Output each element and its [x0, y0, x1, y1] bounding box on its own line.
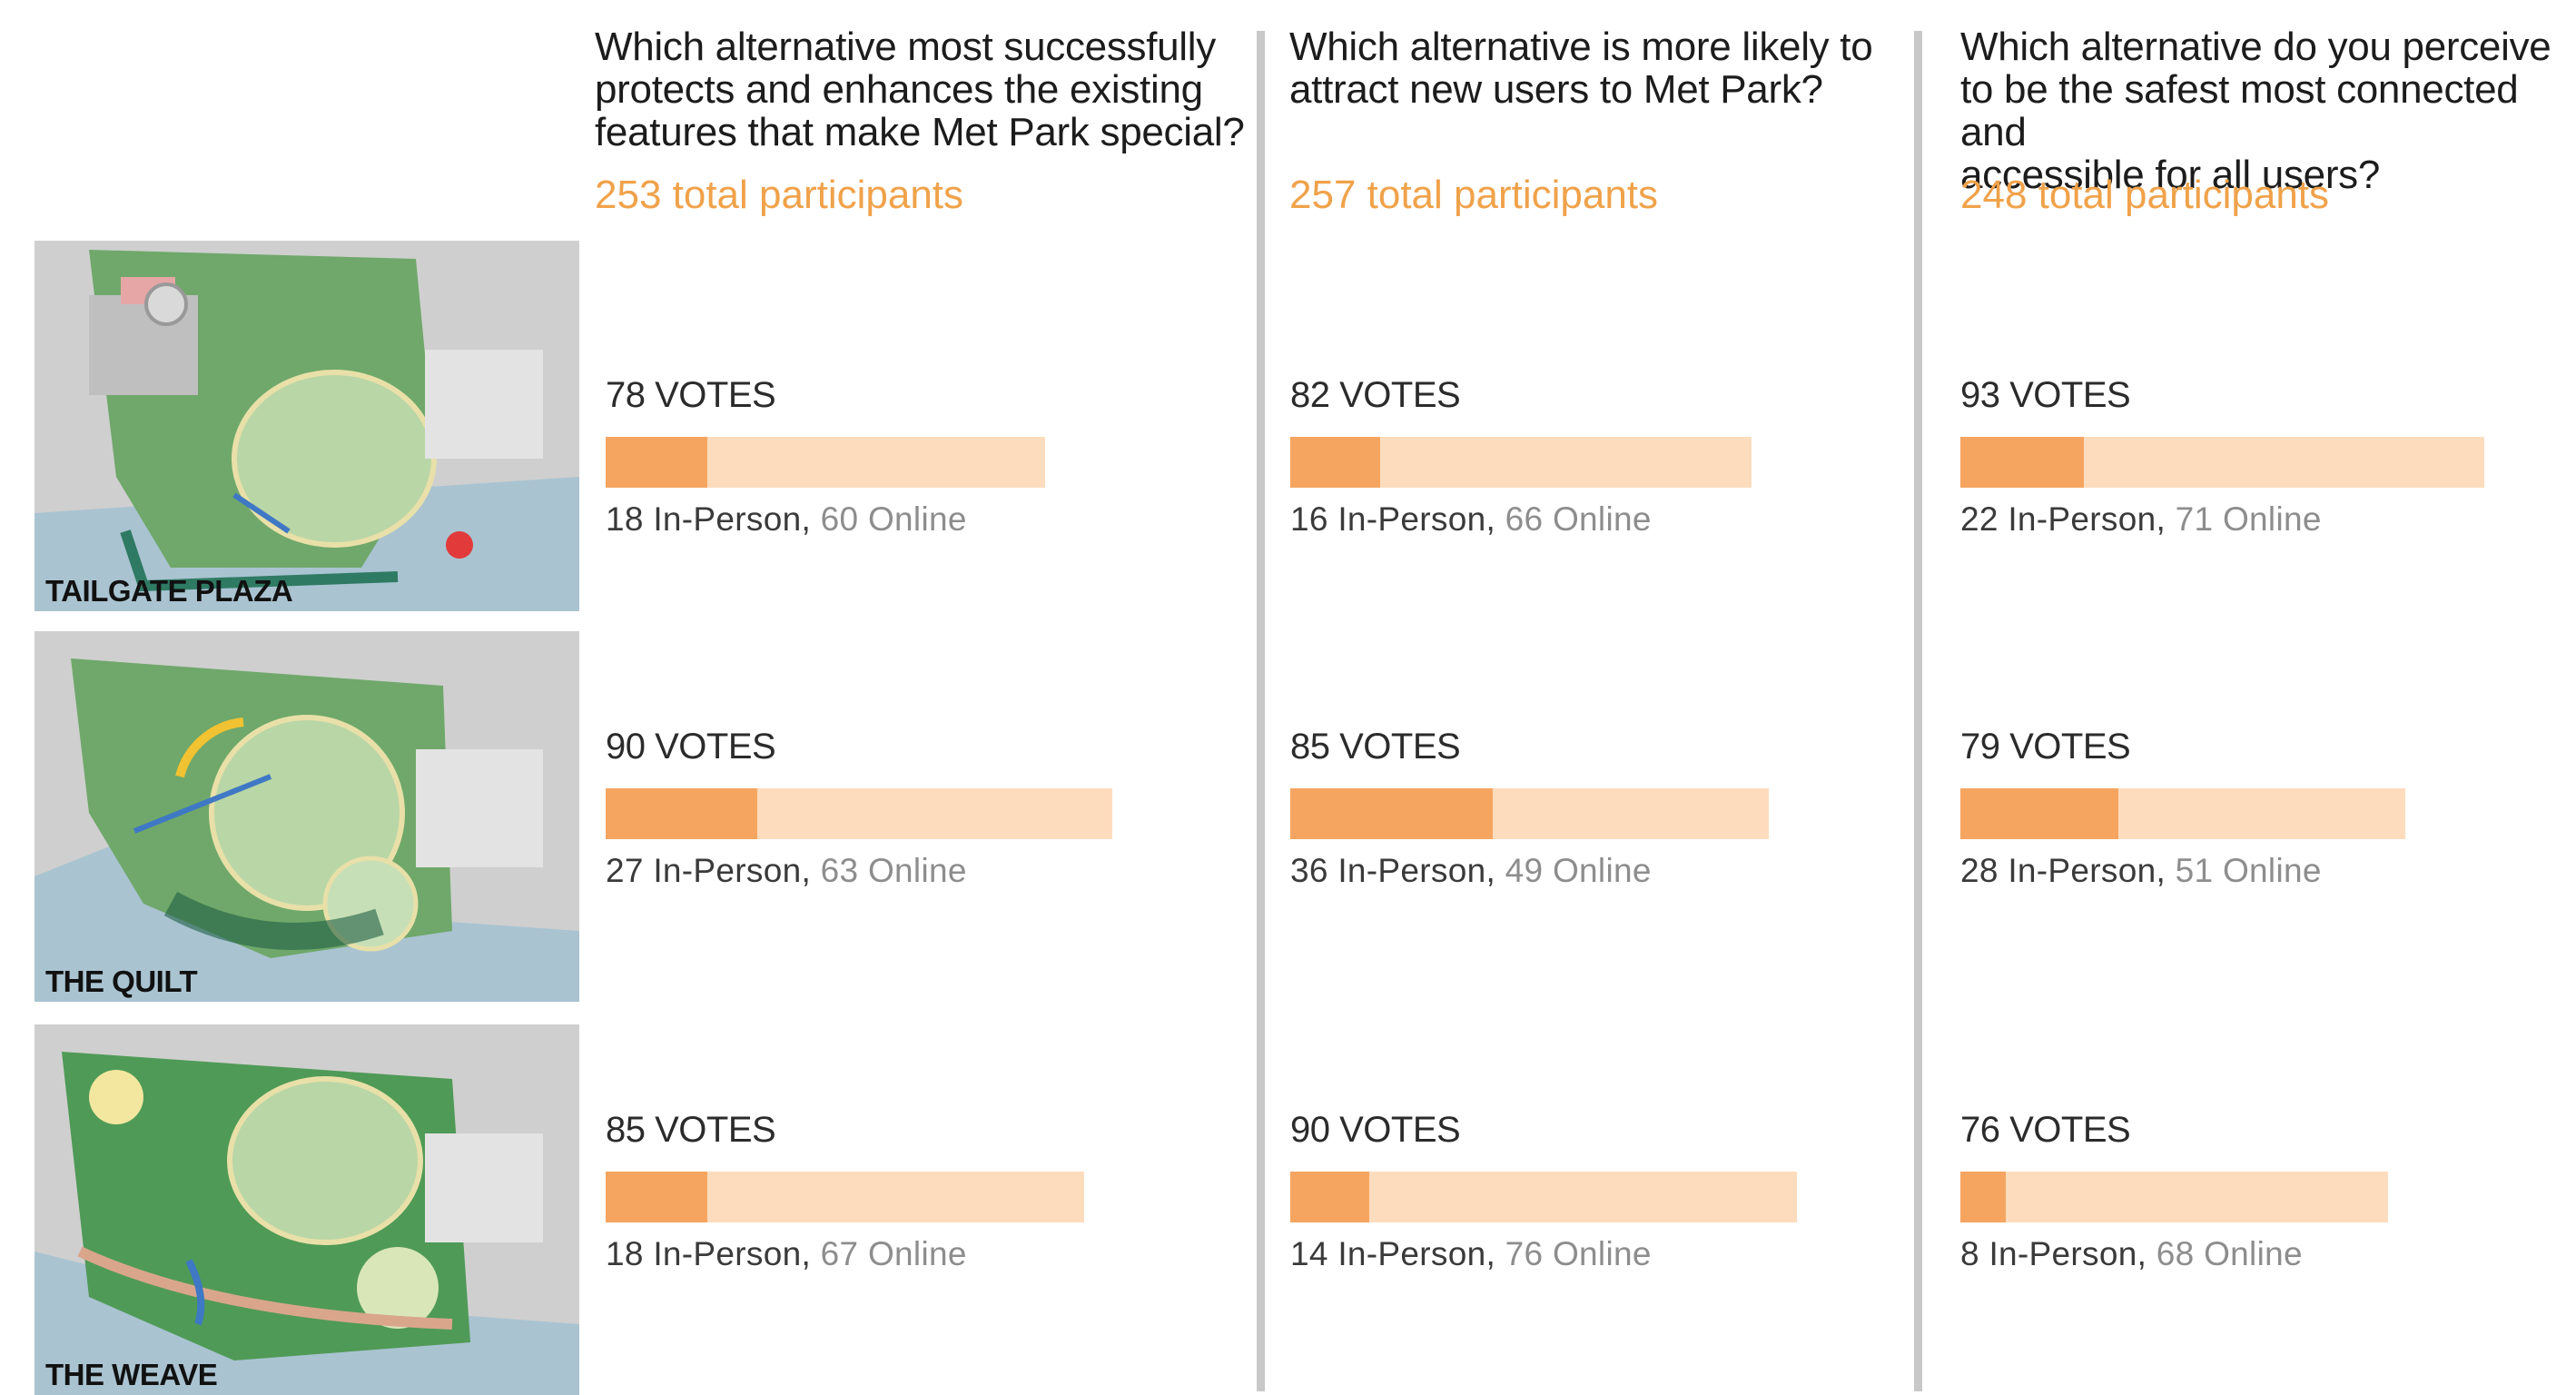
bar-in-person-segment [1290, 1172, 1369, 1222]
separator: , [2156, 852, 2176, 889]
separator: , [801, 852, 821, 889]
separator: , [801, 500, 821, 538]
in-person-count: 8 In-Person [1960, 1235, 2137, 1272]
alternative-label: THE WEAVE [45, 1358, 218, 1391]
bar-total [1290, 788, 1769, 839]
site-plan-image [35, 241, 579, 611]
separator: , [1485, 1235, 1505, 1272]
vote-split-label: 28 In-Person, 51 Online [1960, 852, 2322, 890]
votes-label: 78 VOTES [606, 375, 776, 415]
separator: , [2156, 500, 2176, 538]
question-1-title: Which alternative most successfully prot… [595, 25, 1245, 154]
question-2-participants: 257 total participants [1289, 173, 1659, 217]
votes-label: 85 VOTES [1290, 727, 1461, 767]
votes-label: 93 VOTES [1960, 375, 2131, 415]
vote-split-label: 8 In-Person, 68 Online [1960, 1235, 2303, 1273]
vote-split-label: 16 In-Person, 66 Online [1290, 500, 1652, 539]
online-count: 68 Online [2156, 1235, 2303, 1272]
bar-in-person-segment [606, 437, 707, 488]
bar-total [1960, 1172, 2389, 1222]
votes-label: 82 VOTES [1290, 375, 1461, 415]
in-person-count: 28 In-Person [1960, 852, 2157, 889]
site-plan-image [35, 631, 579, 1002]
question-3-title: Which alternative do you perceive to be … [1960, 25, 2551, 197]
in-person-count: 22 In-Person [1960, 500, 2157, 538]
in-person-count: 27 In-Person [606, 852, 802, 889]
vote-split-label: 18 In-Person, 60 Online [606, 500, 967, 539]
separator: , [2137, 1235, 2157, 1272]
bar-total [606, 788, 1112, 839]
vote-split-label: 27 In-Person, 63 Online [606, 852, 967, 890]
online-count: 60 Online [820, 500, 967, 538]
vote-split-label: 14 In-Person, 76 Online [1290, 1235, 1652, 1273]
separator: , [1485, 852, 1505, 889]
votes-label: 76 VOTES [1960, 1110, 2131, 1150]
alternative-label: THE QUILT [45, 965, 198, 998]
bar-total [1960, 788, 2405, 839]
bar-in-person-segment [1960, 437, 2085, 488]
bar-in-person-segment [1290, 788, 1494, 839]
online-count: 76 Online [1505, 1235, 1652, 1272]
in-person-count: 18 In-Person [606, 1235, 802, 1272]
separator: , [1485, 500, 1505, 538]
column-divider [1914, 31, 1922, 1391]
bar-in-person-segment [1290, 437, 1381, 488]
online-count: 71 Online [2175, 500, 2322, 538]
bar-total [1290, 1172, 1797, 1222]
online-count: 66 Online [1505, 500, 1652, 538]
in-person-count: 16 In-Person [1290, 500, 1486, 538]
in-person-count: 18 In-Person [606, 500, 802, 538]
online-count: 49 Online [1505, 852, 1652, 889]
in-person-count: 14 In-Person [1290, 1235, 1486, 1272]
bar-total [1290, 437, 1752, 488]
column-divider [1257, 31, 1265, 1391]
vote-split-label: 36 In-Person, 49 Online [1290, 852, 1652, 890]
votes-label: 90 VOTES [606, 727, 776, 767]
online-count: 67 Online [820, 1235, 967, 1272]
vote-split-label: 18 In-Person, 67 Online [606, 1235, 967, 1273]
question-2-title: Which alternative is more likely to attr… [1289, 25, 1873, 112]
bar-total [1960, 437, 2484, 488]
bar-in-person-segment [606, 788, 758, 839]
question-1-participants: 253 total participants [595, 173, 964, 217]
in-person-count: 36 In-Person [1290, 852, 1486, 889]
bar-in-person-segment [1960, 788, 2118, 839]
site-plan-the-quilt: THE QUILT [35, 631, 579, 1002]
bar-in-person-segment [1960, 1172, 2006, 1222]
site-plan-image [35, 1024, 579, 1395]
alternative-label: TAILGATE PLAZA [45, 574, 293, 608]
site-plan-the-weave: THE WEAVE [35, 1024, 579, 1395]
bar-in-person-segment [606, 1172, 707, 1222]
separator: , [801, 1235, 821, 1272]
online-count: 51 Online [2175, 852, 2322, 889]
votes-label: 79 VOTES [1960, 727, 2131, 767]
votes-label: 90 VOTES [1290, 1110, 1461, 1150]
bar-total [606, 1172, 1084, 1222]
online-count: 63 Online [820, 852, 967, 889]
vote-split-label: 22 In-Person, 71 Online [1960, 500, 2322, 539]
votes-label: 85 VOTES [606, 1110, 776, 1150]
question-3-participants: 248 total participants [1960, 173, 2330, 217]
site-plan-tailgate-plaza: TAILGATE PLAZA [35, 241, 579, 611]
bar-total [606, 437, 1045, 488]
